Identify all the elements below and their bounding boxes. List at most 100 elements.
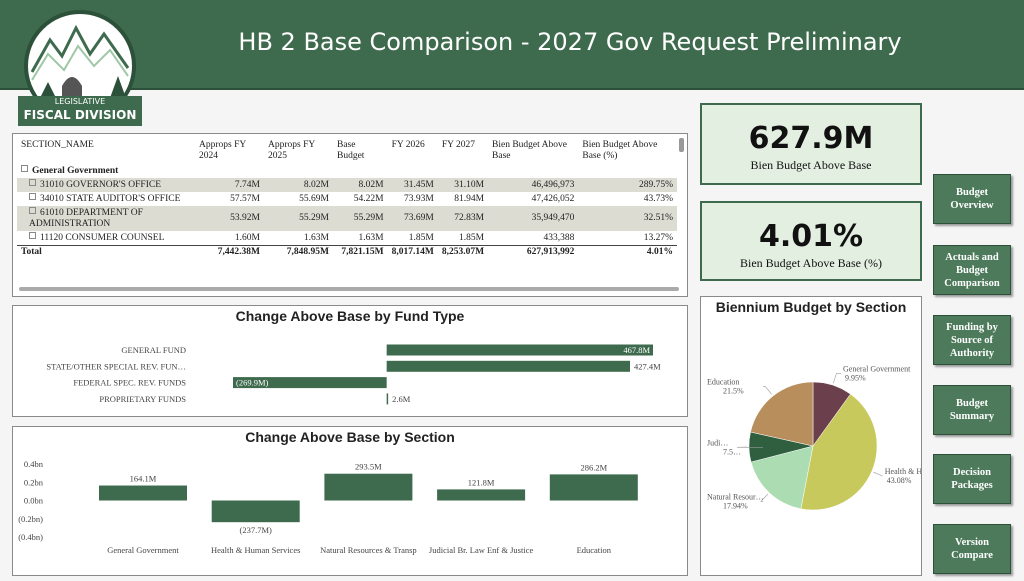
table-cell: 31010 GOVERNOR'S OFFICE xyxy=(17,178,195,192)
table-cell: 1.85M xyxy=(388,231,438,246)
cell-text: 1.60M xyxy=(234,232,260,243)
kpi-card: 4.01% Bien Budget Above Base (%) xyxy=(700,201,922,281)
y-tick-label: 0.4bn xyxy=(24,459,44,469)
cell-text: 1.85M xyxy=(458,232,485,243)
group-cell: General Government xyxy=(17,164,677,178)
cell-text: 61010 DEPARTMENT OF ADMINISTRATION xyxy=(29,208,143,229)
nav-button[interactable]: Budget Overview xyxy=(933,174,1011,224)
pie-slice xyxy=(750,381,814,447)
cell-text: 81.94M xyxy=(454,193,485,204)
cell-text: 8.02M xyxy=(358,179,384,190)
scrollbar-thumb xyxy=(679,138,684,152)
slice-value: 7.5… xyxy=(723,447,741,456)
table-cell: 31.10M xyxy=(437,178,489,192)
table-row: 31010 GOVERNOR'S OFFICE 7.74M 8.02M 8.02M 31… xyxy=(17,178,677,192)
cell-text: 289.75% xyxy=(638,179,673,190)
table-row: 61010 DEPARTMENT OF ADMINISTRATION 53.92M… xyxy=(17,206,677,231)
column-header: Approps FY 2025 xyxy=(268,140,315,161)
total-cell: 7,848.95M xyxy=(264,245,333,259)
table-cell: 13.27% xyxy=(578,231,677,246)
table-cell: 7.74M xyxy=(195,178,264,192)
x-label-box: Natural Resources & Transp xyxy=(320,545,417,555)
cell-text: 31010 GOVERNOR'S OFFICE xyxy=(40,180,162,190)
bar xyxy=(386,360,630,372)
cell-text: 55.69M xyxy=(299,193,329,204)
logo-text: LEGISLATIVE xyxy=(55,97,105,106)
value-label: 427.4M xyxy=(634,361,661,371)
column-header: Approps FY 2024 xyxy=(199,140,246,161)
x-tick-label: Education xyxy=(576,545,612,555)
column-header: Bien Budget Above Base (%) xyxy=(582,140,658,161)
slice-label: Health & Hum… xyxy=(885,467,921,476)
nav-button[interactable]: Budget Summary xyxy=(933,385,1011,435)
table-cell: 46,496,973 xyxy=(488,178,579,192)
leader-line xyxy=(760,493,769,502)
value-label: 286.2M xyxy=(580,462,607,472)
cell-text: 7.74M xyxy=(234,179,260,190)
table-cell: 8.02M xyxy=(333,178,388,192)
page-title: HB 2 Base Comparison - 2027 Gov Request … xyxy=(238,28,902,56)
leader-line xyxy=(873,471,883,477)
data-table: SECTION_NAME Approps FY 2024 Approps FY 20… xyxy=(17,138,677,259)
total-cell: 8,253.07M xyxy=(437,245,489,259)
expand-icon xyxy=(29,179,36,186)
slice-value: 17.94% xyxy=(723,501,748,510)
category-label: GENERAL FUND xyxy=(121,345,186,355)
column-header: FY 2027 xyxy=(441,140,475,150)
total-cell: 7,821.15M xyxy=(333,245,388,259)
cell-text: 11120 CONSUMER COUNSEL xyxy=(40,233,165,243)
slice-value: 43.08% xyxy=(887,476,912,485)
value-label: 2.6M xyxy=(392,394,411,404)
scrollbar-h xyxy=(19,287,679,291)
slice-value: 21.5% xyxy=(723,387,744,396)
nav-button[interactable]: Funding by Source of Authority xyxy=(933,315,1011,365)
table-panel: SECTION_NAME Approps FY 2024 Approps FY 20… xyxy=(12,133,688,297)
slice-label: General Government xyxy=(843,365,911,374)
cell-text: 55.29M xyxy=(353,213,384,223)
x-label-box: Education xyxy=(576,545,612,555)
chart: Change Above Base by Section 0.4bn 0.2bn 0.… xyxy=(18,429,638,555)
x-tick-label: Judicial Br. Law Enf & Justice xyxy=(428,545,534,555)
leader-line xyxy=(763,386,772,395)
category-label: PROPRIETARY FUNDS xyxy=(99,394,186,404)
chart: Biennium Budget by Section General Govern… xyxy=(707,299,940,511)
logo: LEGISLATIVE FISCAL DIVISION xyxy=(18,10,142,126)
nav-button[interactable]: Actuals and Budget Comparison xyxy=(933,245,1011,295)
chart-panel: Change Above Base by Fund Type GENERAL FU… xyxy=(12,305,688,417)
slice-value: 9.95% xyxy=(845,374,866,383)
expand-icon xyxy=(29,207,36,214)
logo-text: FISCAL DIVISION xyxy=(24,108,137,122)
cell-text: 73.69M xyxy=(403,213,434,223)
slice-label: Judi… xyxy=(707,438,728,447)
cell-text: 73.93M xyxy=(403,193,434,204)
y-tick-label: (0.2bn) xyxy=(18,514,43,524)
table-cell: 81.94M xyxy=(438,192,488,206)
table-cell: 35,949,470 xyxy=(488,206,579,231)
pie-slice xyxy=(800,393,878,511)
cell-text: 55.29M xyxy=(299,213,329,223)
bar xyxy=(386,344,653,356)
cell-text: 53.92M xyxy=(230,213,260,223)
cell-text: 47,426,052 xyxy=(531,193,575,204)
table-cell: 1.85M xyxy=(438,231,488,246)
pie-slice xyxy=(750,445,814,510)
bar xyxy=(324,473,413,501)
column-header: SECTION_NAME xyxy=(21,140,94,150)
cell-text: 1.63M xyxy=(303,232,329,243)
nav-button[interactable]: Decision Packages xyxy=(933,454,1011,504)
header-row: SECTION_NAME Approps FY 2024 Approps FY 20… xyxy=(17,138,677,164)
leader-line xyxy=(833,373,841,384)
bar xyxy=(211,500,300,523)
table-cell: 1.63M xyxy=(264,231,333,246)
x-label-box: Judicial Br. Law Enf & Justice xyxy=(428,545,534,555)
table-cell: 54.22M xyxy=(333,192,388,206)
nav-button[interactable]: Version Compare xyxy=(933,524,1011,574)
cell-text: 8.02M xyxy=(303,179,329,190)
table-row: 11120 CONSUMER COUNSEL 1.60M 1.63M 1.63M 1.8… xyxy=(17,231,677,246)
cell-text: 72.83M xyxy=(454,213,485,223)
kpi-value: 4.01% xyxy=(758,219,864,254)
table-cell: 53.92M xyxy=(195,206,264,231)
bar xyxy=(99,485,187,501)
value-label: 121.8M xyxy=(468,477,495,487)
